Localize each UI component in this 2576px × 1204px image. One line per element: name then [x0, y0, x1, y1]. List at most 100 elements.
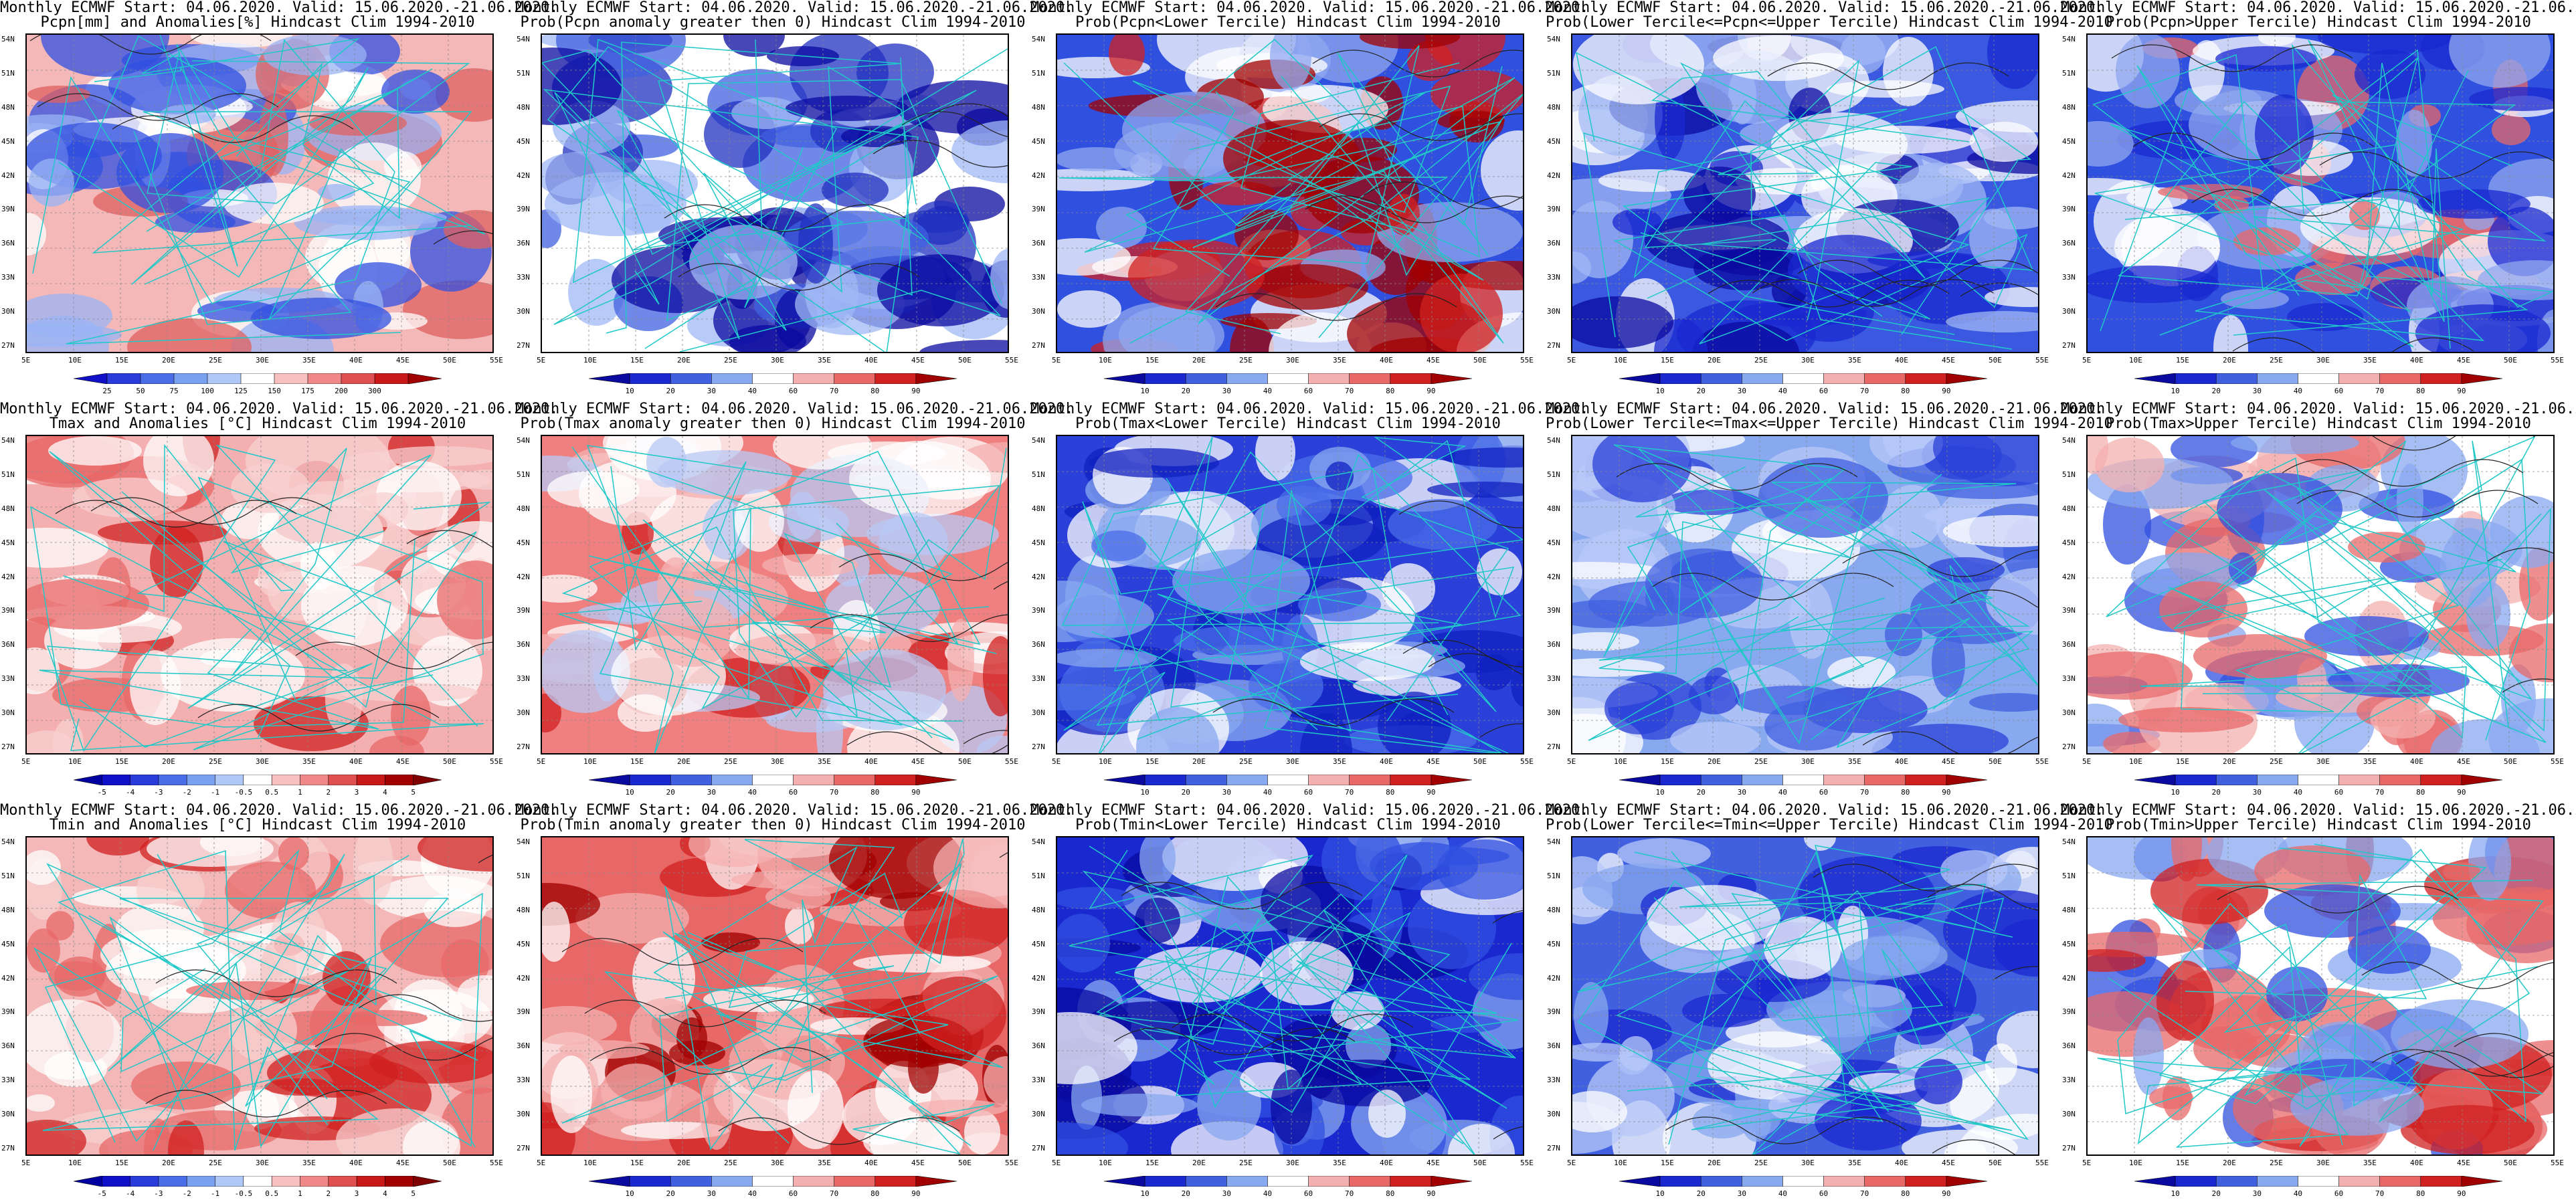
colorbar-label: 60	[2334, 788, 2344, 797]
field-blob	[1300, 713, 1352, 753]
colorbar-label: 125	[234, 387, 248, 395]
coastline	[46, 444, 478, 752]
colorbar-swatch	[1349, 775, 1391, 785]
field-blob	[1325, 462, 1354, 491]
field-blob	[2355, 49, 2425, 99]
colorbar-swatch	[793, 373, 835, 384]
lat-tick-label: 51N	[1547, 68, 1560, 78]
lon-tick-label: 45E	[1942, 1159, 1955, 1167]
field-blob	[700, 1070, 733, 1150]
colorbar-label: -4	[125, 1189, 135, 1198]
lat-tick-label: 33N	[2062, 674, 2076, 684]
coastline	[1113, 436, 1463, 730]
lat-tick-label: 51N	[1032, 470, 1045, 479]
field-blob	[1572, 600, 1655, 628]
lon-tick-label: 5E	[21, 356, 31, 365]
lon-tick-label: 50E	[2504, 757, 2517, 766]
field-blob	[41, 35, 169, 77]
colorbar-label: 30	[1737, 387, 1746, 395]
lon-tick-label: 40E	[1380, 356, 1393, 365]
contour-line	[197, 704, 440, 732]
colorbar-swatch	[101, 775, 131, 785]
colorbar-swatch	[589, 775, 630, 785]
lon-tick-label: 10E	[583, 757, 597, 766]
panel-title: Prob(Pcpn anomaly greater then 0) Hindca…	[520, 14, 1026, 31]
contour-line	[1121, 882, 1363, 910]
colorbar-swatch	[158, 1176, 188, 1187]
lat-tick-label: 45N	[1, 939, 15, 948]
lon-tick-label: 20E	[1708, 1159, 1721, 1167]
field-blob	[1257, 513, 1385, 567]
field-blob	[964, 1110, 1000, 1155]
lat-tick-label: 27N	[2062, 341, 2076, 350]
colorbar-swatch	[243, 1176, 272, 1187]
coastline	[136, 447, 432, 676]
colorbar-swatch	[374, 373, 409, 384]
colorbar-swatch	[2215, 775, 2258, 785]
contour-line	[928, 103, 1008, 118]
lon-tick-label: 55E	[1005, 757, 1018, 766]
lon-tick-label: 10E	[68, 757, 82, 766]
coastline	[120, 854, 387, 1107]
colorbar-label: 2	[326, 788, 331, 797]
field-blob	[1736, 168, 1835, 195]
field-blob	[1057, 169, 1155, 191]
colorbar-label: 2	[326, 1189, 331, 1198]
colorbar-label: -5	[97, 1189, 106, 1198]
colorbar-label: 10	[1140, 788, 1149, 797]
colorbar-label: 60	[1303, 788, 1313, 797]
lat-tick-label: 45N	[517, 136, 530, 146]
contour-line	[1932, 1139, 2016, 1155]
field-blob	[381, 70, 450, 114]
colorbar-label: 10	[1655, 788, 1665, 797]
coastline	[1152, 45, 1515, 324]
lat-tick-label: 45N	[1032, 939, 1045, 948]
lat-tick-label: 27N	[1032, 341, 1045, 350]
colorbar-label: 20	[1181, 788, 1190, 797]
lat-tick-label: 54N	[1547, 436, 1560, 445]
field-blob	[1420, 274, 1503, 352]
colorbar-swatch	[1700, 1176, 1743, 1187]
field-blob	[2255, 94, 2314, 175]
colorbar-label: -4	[125, 788, 135, 797]
lat-tick-label: 48N	[517, 504, 530, 513]
coastline	[133, 62, 400, 325]
colorbar-swatch	[2134, 373, 2176, 384]
colorbar-label: 4	[383, 788, 387, 797]
colorbar-swatch	[341, 373, 375, 384]
colorbar-label: 40	[1263, 387, 1273, 395]
map-field	[542, 436, 1008, 753]
field-blob	[1827, 80, 1944, 98]
contour-line	[2454, 1033, 2553, 1057]
field-blob	[2488, 207, 2553, 276]
lon-tick-label: 20E	[2223, 356, 2236, 365]
field-blob	[773, 436, 872, 470]
field-blob	[849, 441, 991, 517]
coastline	[2185, 848, 2539, 1107]
field-blob	[841, 126, 912, 147]
colorbar-swatch	[711, 1176, 753, 1187]
lat-tick-label: 48N	[2062, 905, 2076, 914]
lat-tick-label: 45N	[1547, 136, 1560, 146]
panel-header: Monthly ECMWF Start: 04.06.2020. Valid: …	[2061, 0, 2576, 16]
lon-tick-label: 10E	[1614, 757, 1627, 766]
field-blob	[27, 730, 76, 753]
coastline	[2092, 54, 2516, 348]
coastline	[1598, 448, 2034, 740]
field-blob	[689, 225, 798, 300]
coastline	[561, 863, 998, 1124]
coastline	[543, 46, 923, 352]
field-blob	[1613, 209, 1662, 235]
field-blob	[436, 68, 492, 122]
colorbar-label: -2	[182, 1189, 191, 1198]
contour-line	[810, 614, 1008, 642]
colorbar-swatch	[1185, 1176, 1228, 1187]
colorbar-label: 10	[625, 1189, 634, 1198]
colorbar-label: -3	[154, 788, 163, 797]
colorbar-swatch	[1226, 1176, 1269, 1187]
lon-tick-label: 30E	[771, 1159, 784, 1167]
colorbar-label: 90	[1942, 1189, 1951, 1198]
lon-tick-label: 45E	[396, 356, 409, 365]
contour-line	[433, 230, 492, 245]
lat-tick-label: 39N	[2062, 606, 2076, 615]
